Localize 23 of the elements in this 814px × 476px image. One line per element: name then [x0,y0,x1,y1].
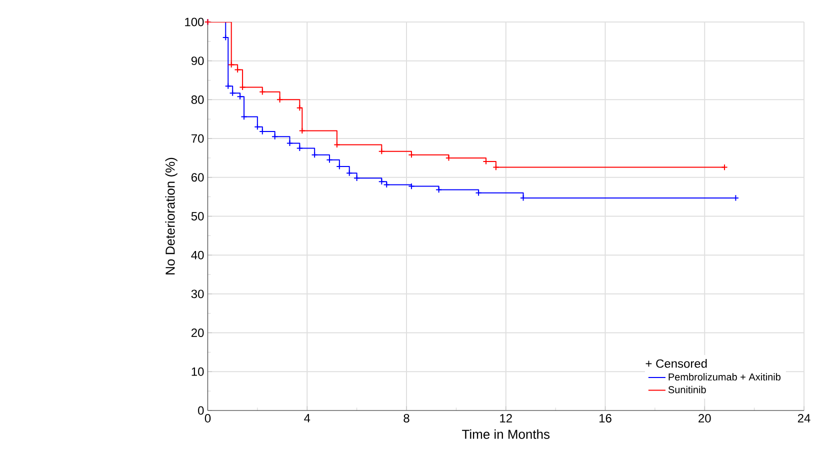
x-tick-label: 20 [698,414,711,422]
legend-title: + Censored [646,358,707,368]
y-tick-label: 60 [192,172,204,182]
x-tick-label: 12 [500,414,512,422]
x-tick-label: 0 [204,414,211,422]
y-tick-label: 10 [192,367,204,376]
y-tick-label: 100 [185,18,204,26]
y-tick-label: 0 [198,406,204,415]
legend-label: Pembrolizumab + Axitinib [668,372,780,380]
y-tick-label: 80 [191,95,204,104]
y-tick-label: 30 [191,289,204,298]
x-tick-label: 16 [600,414,612,422]
y-tick-label: 90 [191,56,204,65]
y-tick-label: 40 [191,250,204,260]
legend-label: Sunitinib [668,386,706,394]
x-axis-title: Time in Months [462,429,550,439]
y-tick-label: 70 [192,134,204,143]
x-tick-label: 8 [404,414,410,422]
y-tick-label: 50 [191,212,204,220]
x-tick-label: 4 [304,414,310,422]
y-axis-title: No Deterioration (%) [165,158,178,274]
x-tick-label: 24 [798,414,810,422]
y-tick-label: 20 [191,328,204,337]
